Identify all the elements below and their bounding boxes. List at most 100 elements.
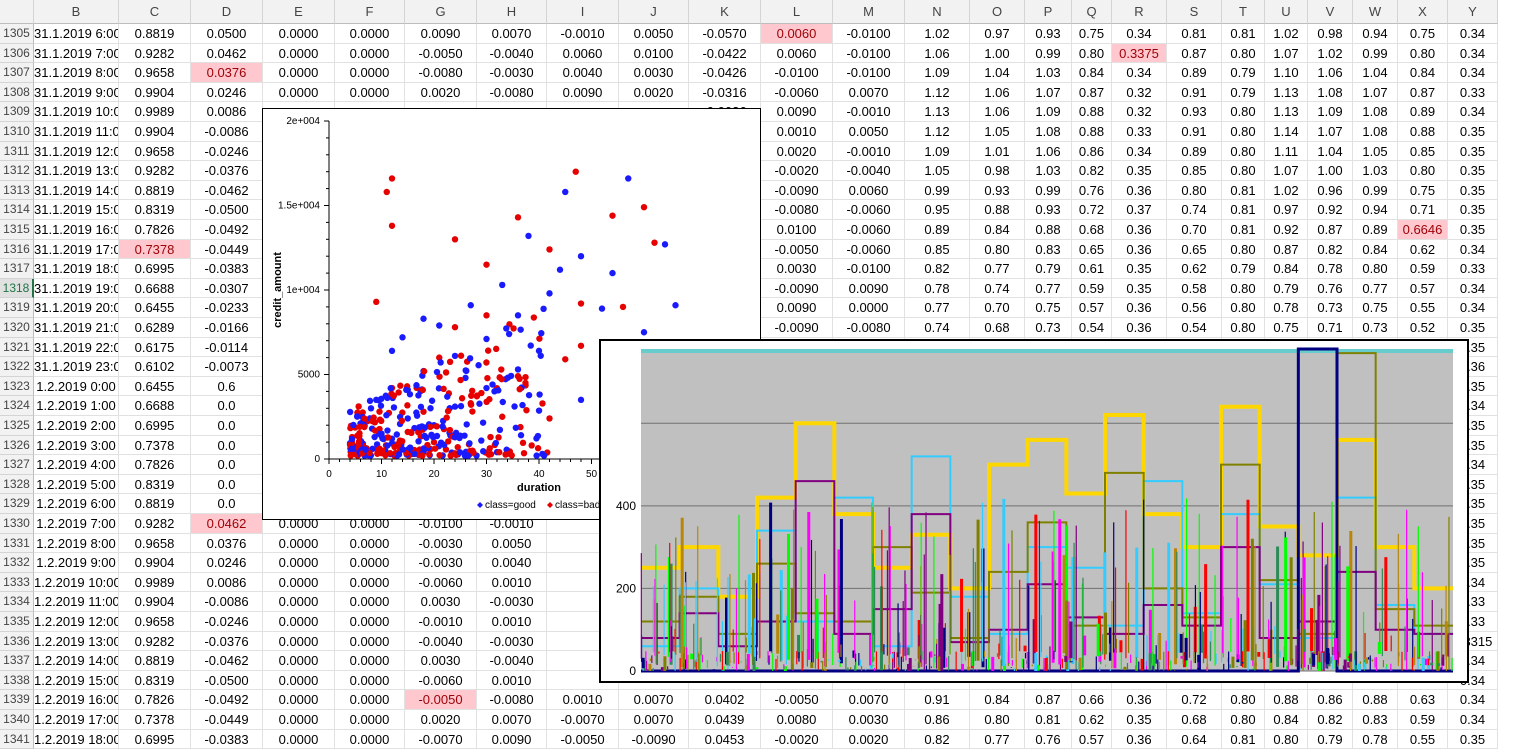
table-cell[interactable]: -0.0060 [405,670,477,691]
table-cell[interactable]: 0.80 [970,710,1025,730]
table-cell[interactable]: 0.86 [1308,690,1353,710]
table-cell[interactable]: 0.59 [1398,259,1448,279]
column-header-u[interactable]: U [1265,0,1308,24]
table-cell[interactable]: 0.74 [970,278,1025,299]
table-cell[interactable]: 0.72 [1167,690,1222,710]
table-cell[interactable]: -0.0073 [191,357,263,377]
table-cell[interactable]: 0.59 [1398,710,1448,730]
table-cell[interactable]: 0.68 [970,318,1025,338]
table-cell[interactable]: 0.82 [905,729,970,750]
table-cell[interactable]: -0.0090 [761,180,833,201]
table-cell[interactable]: 0.0000 [335,63,405,83]
table-cell[interactable]: -0.0492 [191,690,263,710]
table-cell[interactable]: 0.99 [1025,180,1072,201]
column-header-w[interactable]: W [1353,0,1398,24]
column-header-r[interactable]: R [1112,0,1167,24]
table-cell[interactable]: 1.06 [1025,141,1072,162]
column-header-p[interactable]: P [1025,0,1072,24]
table-cell[interactable]: -0.0100 [833,24,905,44]
row-header[interactable]: 1319 [0,298,34,318]
table-cell[interactable]: 0.75 [1353,298,1398,318]
table-cell[interactable]: 0.0020 [833,729,905,750]
row-header[interactable]: 1327 [0,455,34,475]
table-cell[interactable]: 1.09 [905,63,970,83]
table-cell[interactable]: 0.37 [1112,200,1167,220]
table-cell[interactable]: 0.6688 [119,278,191,299]
table-cell[interactable]: 0.73 [1308,298,1353,318]
table-cell[interactable]: 0.98 [970,161,1025,181]
table-cell[interactable]: 0.0000 [335,533,405,554]
table-cell[interactable]: 1.2.2019 18:00 [34,729,119,750]
table-cell[interactable]: 1.2.2019 5:00 [34,474,119,495]
row-header[interactable]: 1307 [0,63,34,83]
table-cell[interactable]: 1.01 [970,141,1025,162]
table-cell[interactable]: -0.0383 [191,729,263,750]
table-cell[interactable]: 31.1.2019 18:00 [34,259,119,279]
table-cell[interactable]: 0.34 [1448,239,1498,260]
table-cell[interactable]: 0.0040 [547,63,619,83]
table-cell[interactable]: 0.82 [1308,239,1353,260]
table-cell[interactable]: 0.94 [1353,24,1398,44]
table-cell[interactable]: 0.78 [1308,259,1353,279]
table-cell[interactable]: 0.0010 [477,612,547,632]
table-cell[interactable]: -0.0500 [191,670,263,691]
table-cell[interactable]: 1.02 [1265,180,1308,201]
table-cell[interactable]: 1.2.2019 1:00 [34,396,119,416]
table-cell[interactable]: 0.8819 [119,651,191,671]
table-cell[interactable]: 0.0376 [191,533,263,554]
column-header-x[interactable]: X [1398,0,1448,24]
table-cell[interactable]: 0.99 [1353,43,1398,64]
table-cell[interactable]: 0.36 [1112,180,1167,201]
table-cell[interactable]: 0.76 [1025,729,1072,750]
table-cell[interactable]: 0.34 [1448,102,1498,122]
table-cell[interactable]: 0.86 [1072,141,1112,162]
column-header-d[interactable]: D [191,0,263,24]
table-cell[interactable]: 0.34 [1112,24,1167,44]
table-cell[interactable]: -0.0050 [761,690,833,710]
table-cell[interactable]: 1.04 [1353,63,1398,83]
table-cell[interactable]: 0.92 [1265,220,1308,240]
table-cell[interactable]: 0.0000 [263,553,335,573]
table-cell[interactable]: -0.0376 [191,161,263,181]
table-cell[interactable]: 0.64 [1167,729,1222,750]
table-cell[interactable]: 0.0000 [833,298,905,318]
table-cell[interactable]: 0.0000 [263,24,335,44]
table-cell[interactable]: 0.0462 [191,43,263,64]
table-cell[interactable]: 0.0060 [833,180,905,201]
table-cell[interactable]: 0.0000 [263,651,335,671]
row-header[interactable]: 1332 [0,553,34,573]
table-cell[interactable]: 0.74 [905,318,970,338]
table-cell[interactable]: 0.80 [1222,690,1265,710]
table-cell[interactable]: 0.0030 [405,592,477,612]
table-cell[interactable]: 1.00 [1308,161,1353,181]
table-cell[interactable]: 0.78 [905,278,970,299]
table-cell[interactable]: 0.0060 [761,24,833,44]
table-cell[interactable]: 1.09 [905,141,970,162]
table-cell[interactable]: 0.77 [1025,278,1072,299]
table-cell[interactable]: 31.1.2019 16:00 [34,220,119,240]
table-cell[interactable]: 0.6102 [119,357,191,377]
table-cell[interactable]: -0.0086 [191,122,263,142]
row-header[interactable]: 1331 [0,533,34,554]
table-cell[interactable]: -0.0376 [191,631,263,652]
table-cell[interactable]: 0.96 [1308,180,1353,201]
table-cell[interactable]: 0.0030 [619,63,689,83]
table-cell[interactable]: -0.0100 [833,259,905,279]
row-header[interactable]: 1321 [0,337,34,358]
row-header[interactable]: 1313 [0,180,34,201]
table-cell[interactable]: -0.0246 [191,612,263,632]
table-cell[interactable]: 0.35 [1112,161,1167,181]
table-cell[interactable]: 0.93 [1025,24,1072,44]
table-cell[interactable]: 0.84 [1353,239,1398,260]
table-cell[interactable]: 0.34 [1112,63,1167,83]
row-header[interactable]: 1326 [0,435,34,456]
table-cell[interactable]: -0.0080 [761,200,833,220]
table-cell[interactable]: 0.71 [1398,200,1448,220]
table-cell[interactable]: 0.89 [1353,220,1398,240]
table-cell[interactable]: 0.93 [1025,200,1072,220]
table-cell[interactable]: 1.07 [1265,43,1308,64]
table-cell[interactable]: 1.08 [1025,122,1072,142]
table-cell[interactable]: 0.0000 [335,651,405,671]
table-cell[interactable]: 0.6175 [119,337,191,358]
table-cell[interactable]: 0.0000 [263,592,335,612]
